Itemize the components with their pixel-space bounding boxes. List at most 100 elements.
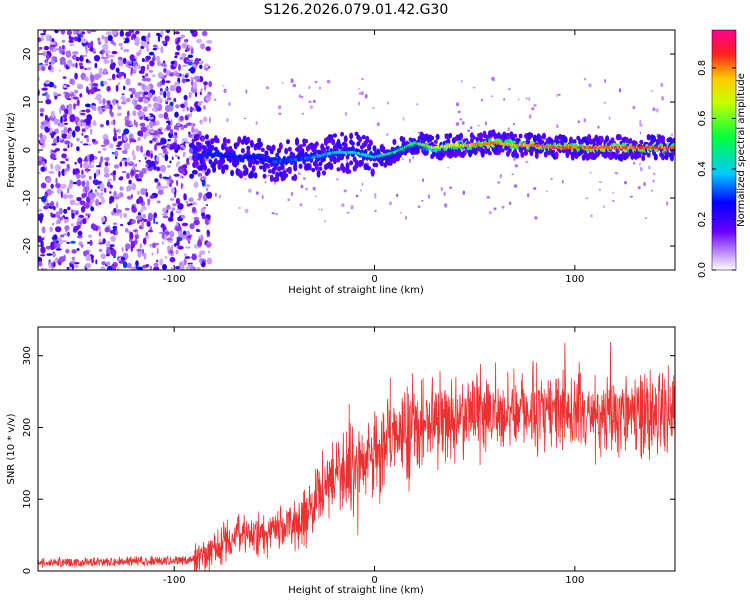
noise-blob [116, 112, 122, 117]
noise-blob [118, 140, 123, 145]
noise-blob [162, 264, 167, 270]
noise-blob [85, 108, 91, 113]
noise-speckle [497, 181, 501, 184]
noise-blob [184, 74, 189, 78]
noise-blob [181, 146, 186, 150]
noise-blob [170, 267, 174, 270]
noise-blob [110, 40, 115, 45]
noise-blob [74, 161, 77, 165]
noise-blob [103, 59, 110, 64]
noise-blob [183, 141, 186, 144]
noise-blob [165, 177, 170, 180]
noise-blob [94, 62, 98, 69]
signal-halo [365, 136, 370, 144]
noise-speckle [462, 190, 466, 195]
noise-blob [142, 213, 147, 219]
signal-halo [563, 136, 568, 143]
noise-blob [85, 103, 91, 108]
noise-blob [58, 69, 61, 72]
noise-blob [64, 225, 70, 231]
noise-blob [106, 85, 111, 92]
noise-blob [59, 216, 64, 221]
noise-speckle [376, 122, 380, 127]
noise-blob [69, 43, 75, 47]
noise-blob [63, 126, 68, 134]
noise-blob [66, 187, 70, 194]
noise-speckle [637, 186, 641, 190]
noise-speckle [243, 117, 247, 120]
noise-blob [77, 217, 82, 222]
noise-blob [123, 85, 126, 91]
noise-blob [68, 183, 73, 190]
noise-blob [155, 221, 159, 225]
signal-core [672, 146, 675, 150]
noise-speckle [512, 123, 515, 126]
colorbar-tick-label: 0.0 [697, 262, 708, 278]
noise-blob [119, 186, 124, 191]
noise-blob [44, 191, 48, 199]
noise-blob [189, 112, 193, 118]
signal-halo [637, 152, 642, 158]
noise-speckle [305, 187, 309, 191]
spectrogram-y-tick-label: -20 [22, 238, 33, 254]
noise-blob [126, 185, 132, 192]
signal-halo [208, 159, 213, 165]
noise-blob [59, 161, 66, 164]
signal-halo [639, 139, 644, 145]
signal-halo [259, 165, 263, 170]
noise-speckle [556, 124, 559, 128]
noise-speckle [374, 196, 377, 199]
noise-blob [63, 193, 68, 199]
noise-blob [164, 88, 169, 91]
noise-blob [165, 120, 172, 124]
noise-blob [126, 172, 130, 179]
noise-blob [64, 218, 67, 224]
snr-y-tick-label: 200 [22, 418, 33, 437]
noise-blob [121, 256, 126, 261]
noise-speckle [527, 193, 530, 198]
noise-speckle [618, 88, 622, 93]
noise-blob [74, 72, 78, 80]
noise-blob [88, 143, 92, 146]
noise-blob [194, 91, 198, 98]
noise-blob [41, 267, 44, 270]
noise-blob [85, 202, 90, 209]
noise-blob [89, 153, 95, 161]
noise-speckle [281, 81, 284, 84]
noise-blob [76, 235, 83, 239]
noise-blob [134, 174, 139, 180]
noise-blob [58, 207, 63, 215]
noise-blob [135, 104, 142, 111]
spectrogram-y-tick-label: 0 [22, 147, 33, 153]
noise-blob [110, 111, 114, 118]
noise-blob [125, 31, 132, 37]
noise-blob [68, 39, 74, 43]
noise-blob [169, 256, 176, 263]
noise-speckle [300, 95, 304, 99]
noise-speckle [501, 205, 505, 209]
noise-blob [119, 161, 123, 167]
signal-halo [329, 134, 334, 141]
noise-blob [110, 184, 113, 189]
noise-blob [41, 87, 48, 91]
noise-speckle [666, 201, 668, 206]
noise-blob [55, 226, 62, 233]
noise-blob [164, 99, 168, 103]
noise-speckle [493, 207, 497, 211]
noise-blob [98, 96, 101, 104]
noise-blob [43, 45, 50, 51]
noise-blob [132, 110, 137, 117]
noise-blob [81, 180, 86, 187]
noise-blob [113, 173, 116, 182]
signal-halo [671, 137, 675, 145]
noise-blob [153, 217, 156, 224]
noise-speckle [287, 198, 291, 201]
noise-speckle [604, 79, 606, 83]
colorbar-tick-label: 0.8 [697, 60, 708, 76]
noise-blob [102, 133, 109, 141]
noise-blob [130, 94, 134, 99]
noise-blob [154, 178, 159, 183]
noise-blob [114, 230, 118, 236]
noise-blob [188, 68, 191, 72]
